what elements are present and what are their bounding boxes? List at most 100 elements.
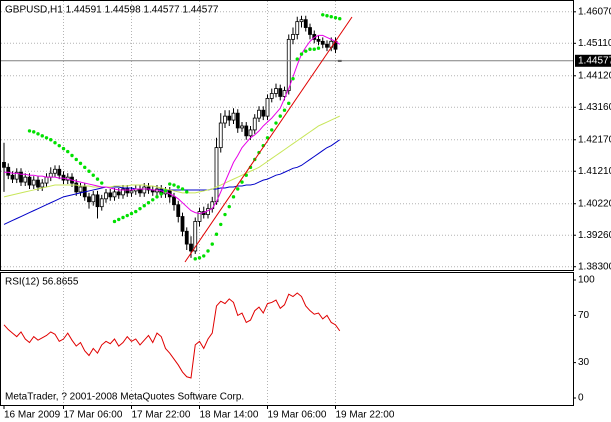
x-tick-label: 17 Mar 06:00 xyxy=(64,410,123,421)
rsi-line xyxy=(3,292,341,379)
sar-dot xyxy=(112,219,117,224)
candle-body xyxy=(180,216,185,232)
sar-dot xyxy=(121,215,125,220)
candle-body xyxy=(269,93,274,99)
sar-dot xyxy=(32,130,36,134)
sar-dot xyxy=(74,157,78,162)
sar-dot xyxy=(282,108,287,112)
candle-body xyxy=(214,147,219,203)
sar-dot xyxy=(66,149,70,154)
candle-body xyxy=(104,192,108,200)
candle-body xyxy=(31,179,36,186)
sar-dot xyxy=(134,209,138,214)
x-tick-label: 18 Mar 14:00 xyxy=(200,410,259,421)
y-tick-label: 1.38300 xyxy=(578,261,611,272)
sar-dot xyxy=(265,136,270,140)
candle-body xyxy=(172,196,176,206)
y-tick-label: 1.42170 xyxy=(578,134,611,145)
sar-dot xyxy=(316,46,321,50)
x-tick-label: 19 Mar 22:00 xyxy=(336,410,395,421)
candle-body xyxy=(278,88,283,97)
sar-dot xyxy=(129,211,134,216)
candle-body xyxy=(189,243,193,252)
sar-dot xyxy=(299,52,304,56)
candle-body xyxy=(19,171,23,183)
candle-body xyxy=(274,88,278,94)
candle-body xyxy=(138,188,142,194)
sar-dot xyxy=(236,187,240,191)
sar-dot xyxy=(227,204,231,209)
candle-body xyxy=(295,21,300,35)
sar-dot xyxy=(295,57,299,61)
candle-body xyxy=(129,190,134,194)
candle-body xyxy=(112,191,117,198)
sar-dot xyxy=(291,77,295,81)
candle-body xyxy=(303,19,308,28)
candle-body xyxy=(265,98,270,117)
sar-dot xyxy=(312,47,316,51)
candle-body xyxy=(10,174,15,180)
candle-body xyxy=(261,109,266,117)
sar-dot xyxy=(197,256,202,260)
sar-dot xyxy=(168,182,172,186)
candle-body xyxy=(257,109,261,119)
sar-dot xyxy=(83,165,87,170)
sar-dot xyxy=(117,217,121,222)
sar-dot xyxy=(78,161,83,166)
candle-body xyxy=(320,40,325,45)
y-tick-label: 1.43160 xyxy=(578,102,611,113)
sar-dot xyxy=(95,177,100,181)
y-tick-label: 1.45110 xyxy=(578,38,611,49)
chart-title: GBPUSD,H1 1.44591 1.44598 1.44577 1.4457… xyxy=(5,5,219,16)
candle-body xyxy=(121,188,125,196)
candle-body xyxy=(48,172,53,178)
sar-dot xyxy=(329,15,333,19)
candle-body xyxy=(244,125,249,137)
sar-dot xyxy=(159,192,163,196)
candle-body xyxy=(87,196,91,203)
moving-average xyxy=(4,34,341,215)
candle-body xyxy=(218,122,223,149)
sar-dot xyxy=(163,189,168,193)
sar-dot xyxy=(321,13,325,17)
y-tick-label: 1.46070 xyxy=(578,6,611,17)
y-tick-label: 1.44120 xyxy=(578,70,611,81)
sar-dot xyxy=(142,203,146,208)
sar-dot xyxy=(100,181,104,185)
sar-dot xyxy=(308,47,312,51)
sar-dot xyxy=(206,249,210,253)
candle-body xyxy=(2,161,6,168)
sar-dot xyxy=(338,16,342,21)
candle-body xyxy=(74,182,79,193)
candle-body xyxy=(44,176,49,184)
candle-body xyxy=(6,166,11,176)
candle-body xyxy=(27,176,32,186)
sar-dot xyxy=(49,138,53,142)
candle-body xyxy=(316,38,321,42)
candle-body xyxy=(91,194,96,203)
marks xyxy=(1,13,573,379)
y-tick-label: 0 xyxy=(578,393,584,404)
rsi-title: RSI(12) 56.8655 xyxy=(5,277,79,288)
sar-dot xyxy=(193,257,197,261)
sar-dot xyxy=(304,49,308,53)
sar-dot xyxy=(180,187,185,191)
candle-body xyxy=(53,168,57,174)
sar-dot xyxy=(231,195,236,199)
y-tick-label: 1.40220 xyxy=(578,198,611,209)
sar-dot xyxy=(151,198,155,202)
sar-dot xyxy=(87,169,91,173)
y-tick-label: 70 xyxy=(578,310,590,321)
main-panel-frame xyxy=(0,0,574,271)
candle-body xyxy=(252,117,257,131)
trend-line xyxy=(184,16,353,263)
candle-body xyxy=(240,125,244,129)
sar-dot xyxy=(270,128,274,132)
candle-body xyxy=(95,194,100,208)
sar-dot xyxy=(219,222,223,227)
sar-dot xyxy=(172,183,176,187)
y-tick-label: 30 xyxy=(578,357,590,368)
candle-body xyxy=(235,112,240,129)
sar-dot xyxy=(70,153,74,158)
x-tick-label: 19 Mar 06:00 xyxy=(268,410,327,421)
